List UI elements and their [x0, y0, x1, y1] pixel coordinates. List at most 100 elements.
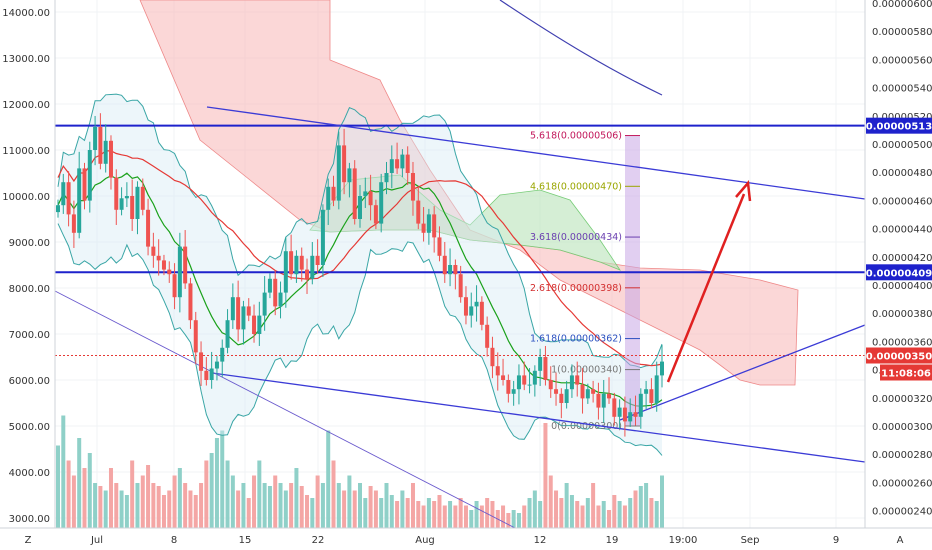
candle-body: [410, 173, 415, 201]
volume-bar: [448, 501, 453, 528]
candle-body: [294, 255, 299, 275]
left-axis-tick-label: 9000.00: [9, 238, 50, 249]
x-axis-tick-label: 15: [239, 535, 252, 546]
candle-body: [66, 182, 71, 215]
right-axis-tick-label: 0.00000580: [872, 27, 932, 38]
candle-body: [241, 306, 246, 330]
projection-arrow-head: [735, 180, 752, 202]
left-axis-tick-label: 10000.00: [2, 192, 50, 203]
candle-body: [617, 407, 622, 417]
candle-body: [119, 198, 124, 210]
candle-body: [71, 214, 76, 233]
candle-body: [347, 168, 352, 183]
right-axis-tick-label: 0.00000540: [872, 84, 932, 95]
candle-body: [257, 315, 262, 334]
right-axis-tick-label: 0.00000240: [872, 507, 932, 518]
candle-body: [135, 186, 140, 219]
candle-body: [230, 297, 235, 321]
candle-body: [336, 145, 341, 201]
candle-body: [98, 127, 103, 164]
volume-bar: [56, 445, 60, 528]
x-axis-tick-label: 12: [534, 535, 547, 546]
volume-bar: [305, 495, 310, 528]
candle-body: [246, 306, 251, 316]
volume-bar: [289, 483, 294, 528]
candle-body: [479, 301, 484, 325]
candle-body: [342, 145, 347, 183]
price-tag: [866, 347, 932, 364]
candle-body: [564, 389, 569, 403]
right-axis-tick-label: 0.00000520: [872, 112, 932, 123]
volume-bar: [310, 498, 315, 528]
volume-bar: [273, 475, 278, 528]
candle-body: [289, 251, 294, 275]
volume-bar: [501, 505, 506, 528]
candle-body: [522, 375, 527, 385]
volume-bar: [453, 505, 458, 528]
left-axis-tick-label: 6000.00: [9, 376, 50, 387]
volume-bar: [225, 460, 230, 528]
right-axis-tick-label: 0.00000500: [872, 140, 932, 151]
candle-body: [400, 154, 405, 169]
volume-bar: [469, 510, 474, 528]
volume-bar: [548, 475, 553, 528]
candle-body: [310, 255, 315, 279]
left-axis-tick-label: 7000.00: [9, 330, 50, 341]
candle-body: [585, 389, 590, 399]
volume-bar: [320, 483, 325, 528]
volume-bar: [410, 483, 415, 528]
volume-bar: [485, 498, 490, 528]
right-axis-tick-label: 0.00000360: [872, 337, 932, 348]
volume-bar: [342, 490, 347, 528]
candle-body: [161, 260, 166, 270]
trendline-lower: [211, 372, 866, 463]
volume-bar: [622, 505, 627, 528]
right-axis-tick-label: 0.00000460: [872, 196, 932, 207]
x-axis-ticks: Jul 8 15 22 Aug 12 19 19:00 Sep 9: [90, 535, 839, 546]
candle-body: [495, 366, 500, 376]
candle-body: [474, 301, 479, 307]
volume-bar: [490, 501, 495, 528]
candle-body: [326, 186, 331, 210]
price-tag-label: 0.00000513: [866, 122, 932, 133]
auto-scale-button[interactable]: A: [897, 535, 904, 546]
volume-bar: [87, 453, 92, 528]
volume-bar: [214, 438, 219, 528]
volume-bar: [458, 498, 463, 528]
volume-bar: [400, 490, 405, 528]
timezone-button[interactable]: Z: [25, 535, 32, 546]
volume-bar: [283, 490, 288, 528]
countdown-tag-label: 11:08:06: [881, 369, 931, 380]
volume-bar: [569, 495, 574, 528]
candle-body: [252, 315, 257, 334]
price-tags: 0.00000513 0.00000409 0.00000350 11:08:06: [866, 117, 932, 381]
candle-body: [352, 168, 357, 219]
volume-bar: [172, 475, 177, 528]
left-axis-ticks: 14000.00 13000.00 12000.00 11000.00 10000.00…: [2, 8, 50, 525]
volume-bar: [432, 501, 437, 528]
left-axis-tick-label: 11000.00: [2, 146, 50, 157]
x-axis-tick-label: Sep: [741, 535, 760, 546]
candle-body: [315, 255, 320, 265]
candle-body: [103, 140, 108, 164]
volume-bar: [278, 483, 283, 528]
candle-body: [87, 150, 92, 201]
volume-bar: [389, 495, 394, 528]
candle-body: [607, 393, 612, 399]
candle-body: [548, 380, 553, 390]
bollinger-upper: [57, 93, 663, 369]
candle-body: [644, 389, 649, 394]
candle-body: [442, 255, 447, 275]
volume-bar: [559, 498, 564, 528]
candle-body: [373, 205, 378, 224]
candle-body: [151, 246, 156, 256]
fibonacci-extension: 5.618(0.00000506) 4.618(0.00000470) 3.618(…: [530, 131, 640, 432]
candle-body: [193, 320, 198, 353]
volume-bar: [257, 460, 262, 528]
volume-bar: [236, 490, 241, 528]
volume-bar: [437, 495, 442, 528]
volume-bar: [463, 505, 468, 528]
candle-body: [622, 407, 627, 422]
volume-bar: [230, 475, 235, 528]
